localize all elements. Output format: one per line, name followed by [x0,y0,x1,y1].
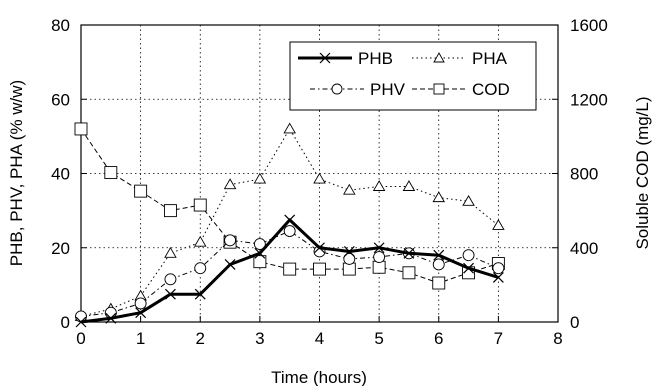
data-point-phv [343,252,356,265]
series-layer [74,122,505,328]
y-right-tick-label: 0 [570,313,579,332]
data-point-cod [163,204,177,218]
data-point-phb [75,316,87,328]
data-point-phv [462,249,475,262]
data-point-phb [254,247,266,259]
x-tick-label: 5 [374,329,383,348]
x-tick-label: 3 [255,329,264,348]
x-tick-label: 6 [434,329,443,348]
data-point-pha [462,194,475,206]
data-point-phb [314,242,325,254]
data-point-pha [343,183,356,195]
data-point-cod [313,262,326,276]
x-tick-label: 1 [136,329,145,348]
legend-label-phb: PHB [358,49,393,68]
data-point-cod [134,184,148,198]
data-point-pha [372,180,386,191]
y-left-tick-label: 40 [51,165,70,184]
y-right-tick-label: 400 [570,239,598,258]
legend-label-pha: PHA [472,49,508,68]
x-tick-label: 7 [494,329,503,348]
legend: PHB PHA PHV COD [289,41,537,111]
data-point-phv [253,238,266,250]
data-point-cod [342,262,356,276]
data-point-pha [492,219,505,230]
data-point-pha [253,172,267,184]
y-right-tick-label: 1600 [570,16,608,35]
y-axis-right-label: Soluble COD (mg/L) [633,96,652,249]
data-point-phb [194,288,206,300]
data-point-cod [432,276,446,290]
data-point-pha [432,191,446,203]
y-left-tick-label: 60 [51,90,70,109]
x-tick-label: 2 [196,329,205,348]
data-point-phv [373,251,386,263]
data-point-phv [224,234,237,247]
legend-box [289,41,537,111]
series-phv [75,225,505,323]
legend-marker-phb [319,52,331,64]
y-left-tick-label: 0 [61,313,70,332]
data-point-cod [104,166,118,180]
data-point-phb [224,259,236,270]
x-tick-label: 4 [315,329,324,348]
legend-marker-phv [331,83,343,95]
data-point-phb [492,272,504,283]
y-axis-left-label: PHB, PHV, PHA (% w/w) [7,80,26,266]
series-phb [75,214,504,328]
data-point-phb [284,214,296,226]
data-point-phb [343,246,355,257]
x-tick-label: 0 [76,329,85,348]
data-point-cod [283,262,297,276]
data-point-phb [373,242,385,254]
data-point-cod [74,122,88,136]
data-point-phv [164,273,177,286]
y-right-tick-label: 800 [570,165,598,184]
data-point-cod [193,198,207,212]
data-point-pha [313,172,326,184]
data-point-phv [134,297,147,310]
data-point-phv [432,258,445,271]
data-point-pha [223,178,237,190]
legend-label-cod: COD [472,80,510,99]
data-point-pha [283,122,296,134]
data-point-phb [403,247,415,259]
y-right-tick-label: 1200 [570,90,608,109]
data-point-phv [194,262,207,275]
data-point-phb [165,288,176,300]
legend-marker-cod [433,83,445,95]
data-point-phb [463,262,474,274]
y-left-tick-label: 80 [51,16,70,35]
series-cod [74,122,505,290]
data-point-cod [402,266,416,280]
x-axis-label: Time (hours) [271,368,367,386]
legend-marker-pha [433,52,445,63]
data-point-cod [372,260,386,274]
legend-label-phv: PHV [370,80,406,99]
data-point-pha [193,235,207,247]
data-point-phb [433,249,445,261]
y-left-tick-label: 20 [51,239,70,258]
data-point-phb [105,312,117,324]
data-point-phb [135,307,147,319]
data-point-phv [283,225,296,237]
data-point-cod [253,255,267,269]
data-point-phv [492,262,505,275]
x-tick-label: 8 [553,329,562,348]
data-point-pha [402,180,416,191]
data-point-pha [164,246,177,258]
